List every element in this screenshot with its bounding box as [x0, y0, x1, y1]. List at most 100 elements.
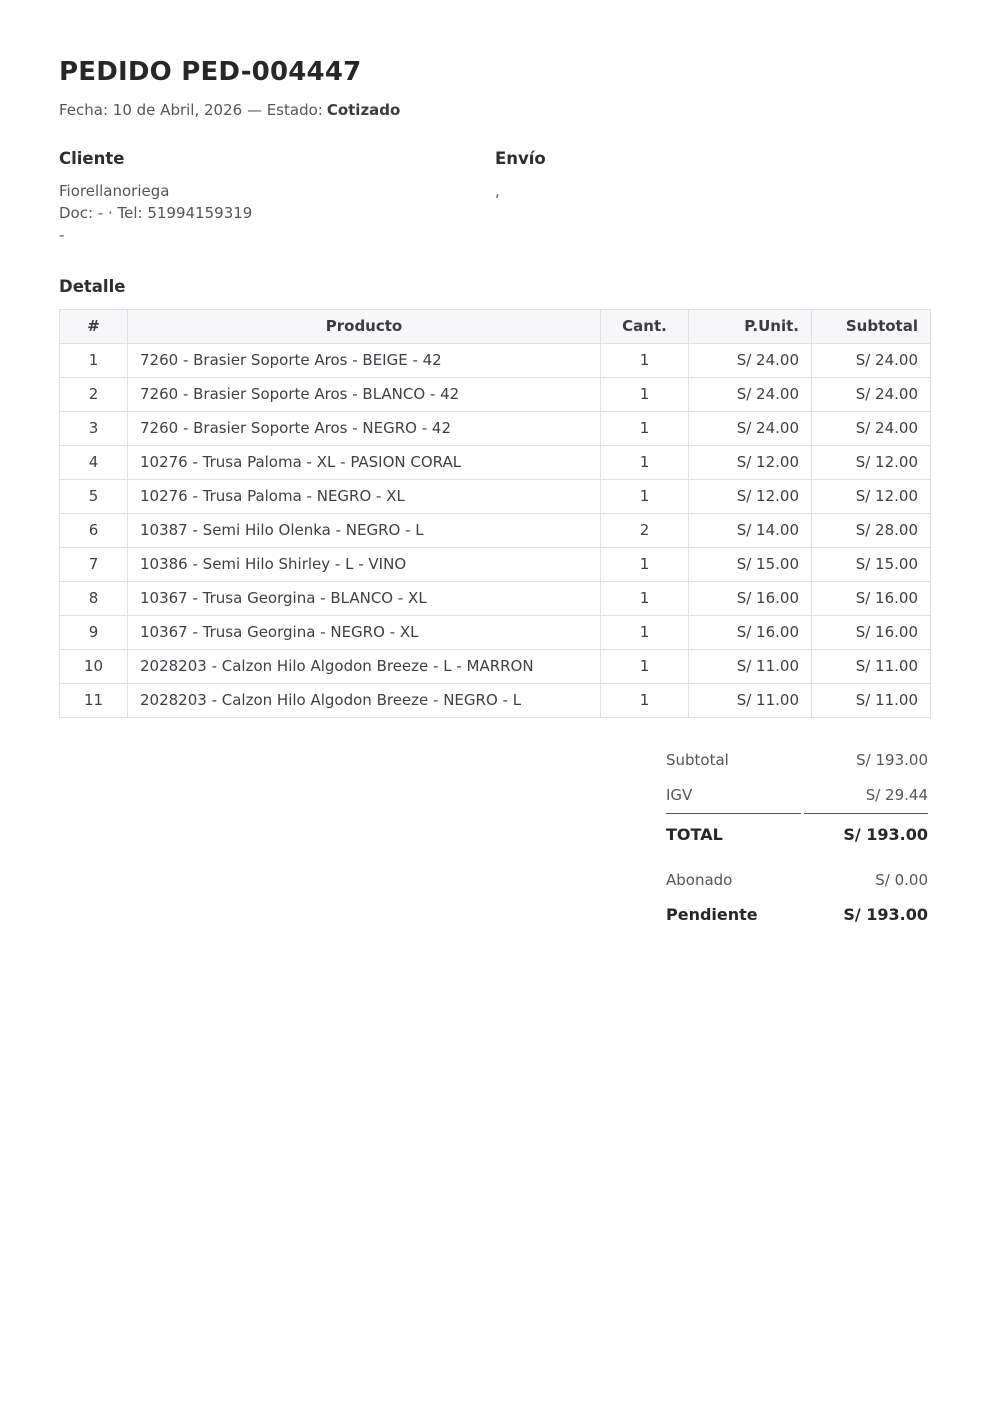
- totals-row-pendiente: Pendiente S/ 193.00: [666, 898, 928, 933]
- total-value: S/ 193.00: [803, 813, 928, 853]
- header-row: # Producto Cant. P.Unit. Subtotal: [59, 309, 931, 344]
- cell-cant: 1: [600, 615, 689, 650]
- cell-cant: 1: [600, 683, 689, 718]
- cell-punit: S/ 24.00: [688, 411, 812, 446]
- cell-subtotal: S/ 15.00: [811, 547, 931, 582]
- cell-num: 11: [59, 683, 128, 718]
- detalle-heading: Detalle: [59, 277, 126, 296]
- abonado-value: S/ 0.00: [875, 871, 928, 889]
- cell-punit: S/ 14.00: [688, 513, 812, 548]
- subtotal-label: Subtotal: [666, 751, 729, 769]
- cell-producto: 2028203 - Calzon Hilo Algodon Breeze - N…: [127, 683, 601, 718]
- col-num: #: [59, 309, 128, 344]
- client-shipping-section: Cliente Fiorellanoriega Doc: - · Tel: 51…: [59, 149, 931, 246]
- cell-producto: 7260 - Brasier Soporte Aros - BEIGE - 42: [127, 343, 601, 378]
- items-table-body: 1 7260 - Brasier Soporte Aros - BEIGE - …: [59, 343, 931, 718]
- cell-num: 6: [59, 513, 128, 548]
- cell-punit: S/ 15.00: [688, 547, 812, 582]
- cliente-address: -: [59, 226, 65, 244]
- cell-num: 10: [59, 649, 128, 684]
- table-row: 2 7260 - Brasier Soporte Aros - BLANCO -…: [59, 377, 931, 412]
- cell-cant: 1: [600, 343, 689, 378]
- cell-num: 3: [59, 411, 128, 446]
- table-row: 7 10386 - Semi Hilo Shirley - L - VINO 1…: [59, 547, 931, 582]
- order-meta: Fecha: 10 de Abril, 2026 — Estado: Cotiza…: [59, 100, 931, 120]
- cell-punit: S/ 11.00: [688, 683, 812, 718]
- cell-cant: 1: [600, 377, 689, 412]
- cell-producto: 10276 - Trusa Paloma - NEGRO - XL: [127, 479, 601, 514]
- estado-value: Cotizado: [326, 101, 401, 119]
- cell-punit: S/ 16.00: [688, 581, 812, 616]
- col-subtotal: Subtotal: [811, 309, 931, 344]
- table-row: 9 10367 - Trusa Georgina - NEGRO - XL 1 …: [59, 615, 931, 650]
- total-label: TOTAL: [666, 813, 801, 853]
- cell-subtotal: S/ 12.00: [811, 479, 931, 514]
- cell-producto: 10276 - Trusa Paloma - XL - PASION CORAL: [127, 445, 601, 480]
- table-row: 5 10276 - Trusa Paloma - NEGRO - XL 1 S/…: [59, 479, 931, 514]
- totals-row-subtotal: Subtotal S/ 193.00: [666, 743, 928, 778]
- col-punit: P.Unit.: [688, 309, 812, 344]
- cell-punit: S/ 16.00: [688, 615, 812, 650]
- cell-punit: S/ 24.00: [688, 377, 812, 412]
- cell-subtotal: S/ 24.00: [811, 377, 931, 412]
- cell-producto: 10367 - Trusa Georgina - NEGRO - XL: [127, 615, 601, 650]
- cell-num: 2: [59, 377, 128, 412]
- cell-num: 4: [59, 445, 128, 480]
- cell-punit: S/ 24.00: [688, 343, 812, 378]
- page-title: PEDIDO PED-004447: [59, 57, 362, 87]
- order-document: PEDIDO PED-004447 Fecha: 10 de Abril, 20…: [59, 57, 931, 933]
- items-table-header: # Producto Cant. P.Unit. Subtotal: [59, 309, 931, 344]
- cell-cant: 1: [600, 581, 689, 616]
- cell-subtotal: S/ 24.00: [811, 343, 931, 378]
- subtotal-value: S/ 193.00: [856, 751, 928, 769]
- cell-cant: 1: [600, 445, 689, 480]
- cell-producto: 10387 - Semi Hilo Olenka - NEGRO - L: [127, 513, 601, 548]
- table-row: 4 10276 - Trusa Paloma - XL - PASION COR…: [59, 445, 931, 480]
- cliente-doc-tel: Doc: - · Tel: 51994159319: [59, 204, 253, 222]
- cliente-heading: Cliente: [59, 149, 125, 168]
- igv-label: IGV: [666, 786, 693, 804]
- pendiente-value: S/ 193.00: [843, 905, 928, 924]
- cell-subtotal: S/ 24.00: [811, 411, 931, 446]
- table-row: 10 2028203 - Calzon Hilo Algodon Breeze …: [59, 649, 931, 684]
- cell-num: 1: [59, 343, 128, 378]
- cell-cant: 1: [600, 649, 689, 684]
- cell-producto: 10386 - Semi Hilo Shirley - L - VINO: [127, 547, 601, 582]
- cell-subtotal: S/ 11.00: [811, 649, 931, 684]
- cliente-section: Cliente Fiorellanoriega Doc: - · Tel: 51…: [59, 149, 495, 246]
- igv-value: S/ 29.44: [865, 786, 928, 804]
- envio-section: Envío ,: [495, 149, 931, 246]
- col-cant: Cant.: [600, 309, 689, 344]
- totals-row-total: TOTAL S/ 193.00: [666, 813, 928, 853]
- cell-subtotal: S/ 12.00: [811, 445, 931, 480]
- table-row: 6 10387 - Semi Hilo Olenka - NEGRO - L 2…: [59, 513, 931, 548]
- cell-subtotal: S/ 16.00: [811, 615, 931, 650]
- cell-producto: 2028203 - Calzon Hilo Algodon Breeze - L…: [127, 649, 601, 684]
- abonado-label: Abonado: [666, 871, 733, 889]
- cell-punit: S/ 11.00: [688, 649, 812, 684]
- cell-cant: 2: [600, 513, 689, 548]
- cell-cant: 1: [600, 547, 689, 582]
- table-row: 1 7260 - Brasier Soporte Aros - BEIGE - …: [59, 343, 931, 378]
- cell-cant: 1: [600, 411, 689, 446]
- table-row: 11 2028203 - Calzon Hilo Algodon Breeze …: [59, 683, 931, 718]
- cliente-name: Fiorellanoriega: [59, 182, 170, 200]
- cell-subtotal: S/ 11.00: [811, 683, 931, 718]
- cell-subtotal: S/ 16.00: [811, 581, 931, 616]
- cell-num: 8: [59, 581, 128, 616]
- cell-subtotal: S/ 28.00: [811, 513, 931, 548]
- totals-row-abonado: Abonado S/ 0.00: [666, 853, 928, 898]
- cell-cant: 1: [600, 479, 689, 514]
- table-row: 3 7260 - Brasier Soporte Aros - NEGRO - …: [59, 411, 931, 446]
- cell-num: 5: [59, 479, 128, 514]
- cell-punit: S/ 12.00: [688, 445, 812, 480]
- col-producto: Producto: [127, 309, 601, 344]
- cell-num: 7: [59, 547, 128, 582]
- cell-producto: 10367 - Trusa Georgina - BLANCO - XL: [127, 581, 601, 616]
- pendiente-label: Pendiente: [666, 905, 758, 924]
- totals-section: Subtotal S/ 193.00 IGV S/ 29.44 TOTAL S/…: [663, 743, 931, 933]
- envio-heading: Envío: [495, 149, 546, 168]
- table-row: 8 10367 - Trusa Georgina - BLANCO - XL 1…: [59, 581, 931, 616]
- totals-row-igv: IGV S/ 29.44: [666, 778, 928, 813]
- items-table: # Producto Cant. P.Unit. Subtotal 1 7260…: [59, 309, 931, 718]
